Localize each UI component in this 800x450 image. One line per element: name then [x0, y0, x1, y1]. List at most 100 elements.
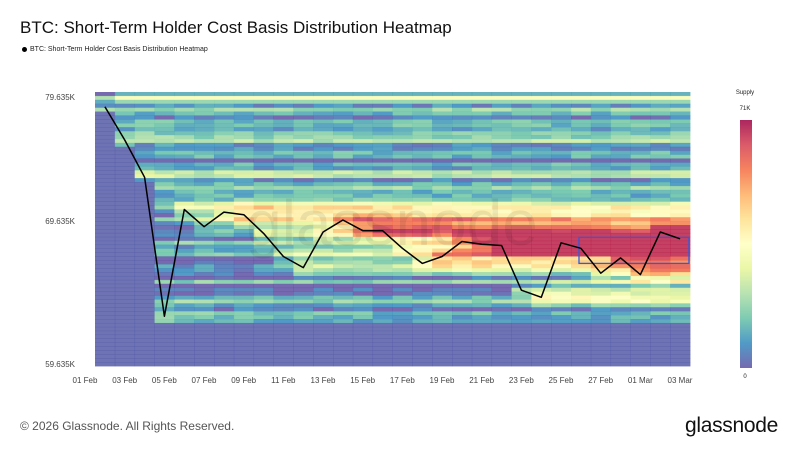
heatmap-cell — [670, 213, 691, 218]
heatmap-cell — [352, 279, 374, 285]
heatmap-cell — [114, 287, 136, 293]
heatmap-cell — [670, 221, 691, 226]
heatmap-cell — [253, 178, 274, 183]
heatmap-cell — [253, 174, 274, 179]
heatmap-cell — [590, 197, 612, 202]
heatmap-cell — [511, 201, 532, 206]
heatmap-cell — [650, 350, 671, 355]
heatmap-cell — [154, 166, 175, 171]
heatmap-cell — [412, 107, 433, 112]
heatmap-cell — [313, 299, 334, 304]
heatmap-cell — [114, 146, 136, 152]
heatmap-cell — [352, 311, 374, 316]
heatmap-cell — [412, 322, 433, 328]
heatmap-cell — [253, 287, 274, 293]
heatmap-cell — [333, 158, 354, 163]
heatmap-cell — [372, 154, 393, 159]
heatmap-cell — [432, 303, 453, 308]
heatmap-cell — [273, 244, 294, 249]
heatmap-cell — [471, 221, 493, 226]
heatmap-cell — [412, 205, 433, 210]
heatmap-cell — [491, 283, 512, 289]
heatmap-cell — [670, 279, 691, 285]
heatmap-cell — [333, 229, 354, 234]
heatmap-cell — [352, 307, 374, 312]
heatmap-cell — [412, 123, 433, 128]
heatmap-cell — [571, 330, 592, 336]
heatmap-cell — [491, 358, 512, 363]
heatmap-cell — [432, 166, 453, 171]
heatmap-cell — [432, 272, 453, 277]
heatmap-cell — [194, 193, 215, 199]
heatmap-cell — [571, 342, 592, 347]
heatmap-cell — [590, 322, 612, 328]
heatmap-cell — [154, 123, 175, 128]
heatmap-cell — [174, 326, 195, 332]
heatmap-cell — [471, 268, 493, 273]
heatmap-cell — [590, 162, 612, 167]
heatmap-cell — [511, 185, 532, 191]
heatmap-cell — [174, 236, 195, 242]
heatmap-cell — [392, 182, 413, 187]
heatmap-cell — [352, 260, 374, 265]
heatmap-cell — [95, 283, 116, 289]
heatmap-cell — [372, 236, 393, 242]
heatmap-cell — [214, 158, 235, 163]
heatmap-cell — [154, 248, 175, 253]
heatmap-cell — [392, 95, 413, 101]
heatmap-cell — [670, 127, 691, 132]
heatmap-cell — [352, 162, 374, 167]
heatmap-cell — [670, 303, 691, 308]
heatmap-cell — [531, 330, 552, 336]
heatmap-cell — [372, 362, 393, 367]
heatmap-cell — [531, 244, 552, 249]
heatmap-cell — [134, 193, 155, 199]
heatmap-cell — [551, 119, 572, 124]
heatmap-cell — [154, 338, 175, 343]
heatmap-cell — [273, 311, 294, 316]
heatmap-cell — [590, 221, 612, 226]
heatmap-cell — [452, 111, 473, 116]
heatmap-cell — [273, 279, 294, 285]
heatmap-cell — [511, 123, 532, 128]
heatmap-cell — [134, 221, 155, 226]
heatmap-cell — [194, 244, 215, 249]
heatmap-cell — [352, 342, 374, 347]
heatmap-cell — [511, 162, 532, 167]
heatmap-cell — [233, 217, 255, 222]
heatmap-cell — [392, 154, 413, 159]
heatmap-cell — [95, 189, 116, 195]
heatmap-cell — [154, 252, 175, 257]
heatmap-cell — [95, 330, 116, 336]
heatmap-cell — [233, 209, 255, 214]
heatmap-cell — [551, 268, 572, 273]
heatmap-cell — [412, 244, 433, 249]
heatmap-cell — [194, 326, 215, 332]
heatmap-cell — [352, 252, 374, 257]
heatmap-cell — [412, 127, 433, 132]
heatmap-cell — [253, 193, 274, 199]
heatmap-cell — [670, 354, 691, 359]
heatmap-cell — [313, 248, 334, 253]
heatmap-cell — [630, 185, 651, 191]
heatmap-cell — [114, 221, 136, 226]
heatmap-cell — [471, 342, 493, 347]
heatmap-cell — [154, 205, 175, 210]
heatmap-cell — [551, 185, 572, 191]
heatmap-cell — [491, 350, 512, 355]
heatmap-cell — [214, 197, 235, 202]
heatmap-cell — [95, 362, 116, 367]
heatmap-cell — [392, 142, 413, 148]
heatmap-cell — [471, 279, 493, 285]
heatmap-cell — [630, 303, 651, 308]
heatmap-cell — [471, 229, 493, 234]
heatmap-cell — [551, 103, 572, 109]
heatmap-cell — [333, 221, 354, 226]
heatmap-cell — [134, 252, 155, 257]
heatmap-cell — [491, 185, 512, 191]
heatmap-cell — [114, 240, 136, 246]
heatmap-cell — [650, 279, 671, 285]
legend[interactable]: BTC: Short-Term Holder Cost Basis Distri… — [22, 46, 208, 53]
heatmap-cell — [630, 138, 651, 144]
heatmap-cell — [610, 275, 631, 281]
